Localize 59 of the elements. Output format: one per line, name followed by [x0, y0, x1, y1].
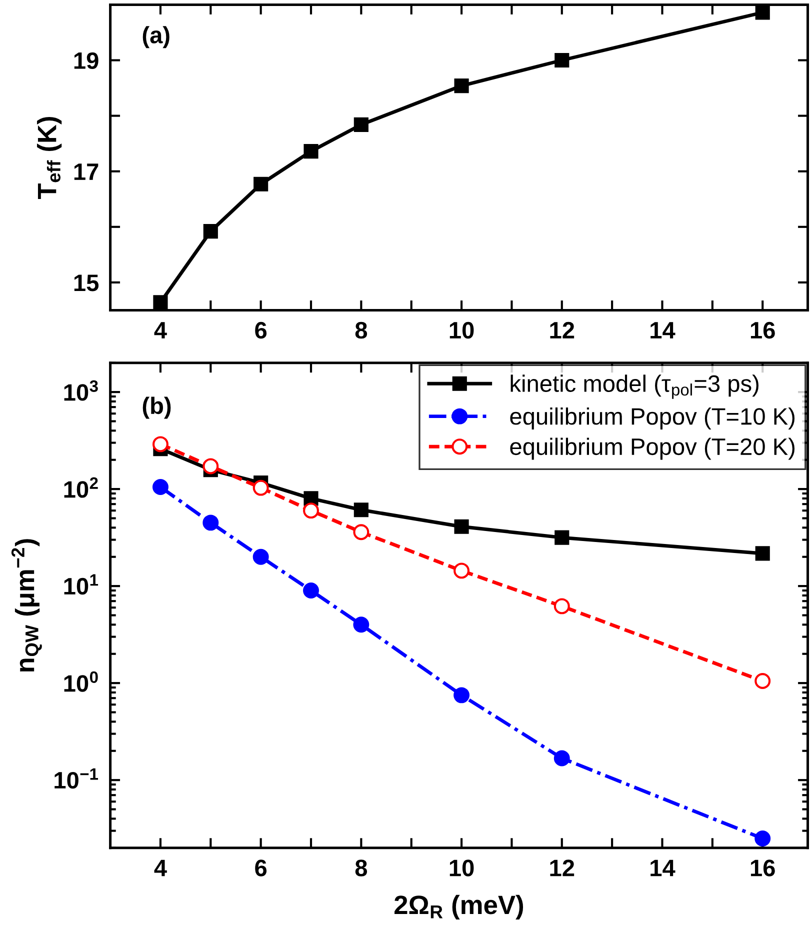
x-tick-label: 6 — [255, 860, 267, 876]
x-tick-label: 16 — [750, 322, 775, 339]
point — [304, 144, 318, 159]
point — [303, 502, 319, 519]
y-tick-label: 10$^{2}$ — [64, 477, 98, 498]
y-axis-title: T$_{eff}$ (K) — [37, 116, 62, 199]
point — [754, 830, 771, 846]
annotation: (a) — [142, 26, 170, 48]
point — [554, 598, 570, 614]
point — [353, 524, 370, 540]
annotation: (b) — [142, 396, 171, 419]
x-tick-label: 8 — [355, 322, 368, 339]
y-tick-label: 10$^{−1}$ — [54, 768, 98, 789]
point — [454, 519, 469, 534]
legend-label: kinetic model (τ$_{pol}$=3 ps) — [510, 374, 758, 399]
point — [755, 546, 770, 561]
point — [254, 176, 268, 192]
point — [152, 479, 168, 495]
point — [202, 514, 219, 531]
legend-label: equilibrium Popov (T=20 K) — [510, 438, 794, 460]
point — [202, 458, 219, 474]
point — [252, 548, 269, 565]
x-tick-label: 16 — [750, 860, 775, 876]
x-tick-label: 14 — [650, 860, 676, 876]
point — [554, 530, 570, 545]
point — [152, 436, 168, 452]
x-tick-label: 6 — [255, 322, 267, 339]
point — [153, 295, 168, 310]
point — [354, 502, 368, 518]
point — [554, 750, 570, 766]
point — [252, 480, 269, 496]
x-tick-label: 14 — [650, 322, 676, 338]
point — [303, 582, 319, 598]
point — [754, 673, 771, 689]
x-tick-label: 4 — [154, 860, 167, 876]
x-tick-label: 12 — [550, 860, 574, 876]
x-axis-title: 2Ω$_{R}$ (meV) — [394, 894, 524, 920]
point — [203, 224, 218, 239]
x-tick-label: 8 — [355, 860, 368, 876]
x-tick-label: 10 — [450, 860, 474, 876]
y-tick-label: 10$^{3}$ — [64, 380, 98, 401]
y-tick-label: 10$^{0}$ — [64, 671, 98, 692]
point — [554, 52, 570, 68]
point — [354, 117, 368, 132]
y-tick-label: 10$^{1}$ — [64, 574, 98, 595]
point — [755, 5, 770, 20]
x-tick-label: 12 — [550, 322, 574, 338]
point — [454, 78, 469, 94]
point — [454, 562, 470, 579]
point — [304, 491, 318, 506]
y-tick-label: 19 — [74, 52, 98, 70]
x-tick-label: 10 — [450, 322, 474, 339]
y-tick-label: 15 — [74, 274, 99, 292]
y-axis-title: n$_{QW}$ (μm$^{−2}$) — [11, 539, 42, 672]
point — [454, 687, 470, 704]
y-tick-label: 17 — [74, 164, 98, 180]
point — [353, 616, 370, 633]
legend-label: equilibrium Popov (T=10 K) — [510, 407, 794, 430]
x-tick-label: 4 — [154, 322, 167, 338]
